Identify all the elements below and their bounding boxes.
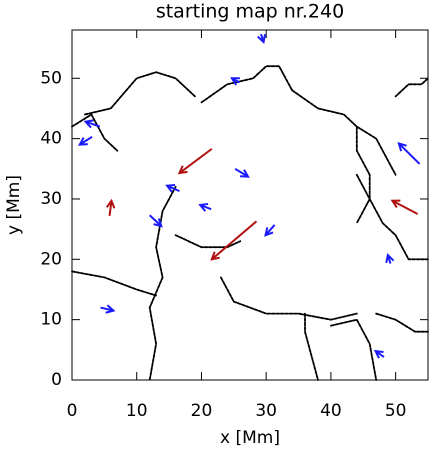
lane <box>304 312 319 381</box>
y-tick-label: 50 <box>40 68 62 88</box>
plot-frame <box>71 29 429 381</box>
arrow <box>198 202 212 212</box>
arrow-part <box>234 167 249 178</box>
arrow-part <box>230 77 240 86</box>
arrow-part <box>79 135 93 146</box>
lane <box>394 77 429 98</box>
y-tick-label: 0 <box>51 370 62 390</box>
chart-title: starting map nr.240 <box>156 1 344 23</box>
arrow-part <box>264 224 276 236</box>
y-tick-label: 40 <box>40 129 62 149</box>
x-tick-label: 30 <box>255 401 277 421</box>
lane <box>355 173 429 261</box>
lane <box>200 65 293 104</box>
lane <box>71 270 157 297</box>
lane <box>375 312 429 333</box>
arrow-part <box>178 148 213 174</box>
arrow-part <box>211 220 258 261</box>
arrow <box>230 77 241 86</box>
arrow <box>257 33 267 45</box>
arrow <box>78 135 93 146</box>
arrow <box>385 253 395 264</box>
arrow-part <box>166 184 180 193</box>
arrow-part <box>385 253 395 264</box>
lane <box>84 71 196 116</box>
x-tick-label: 40 <box>320 401 342 421</box>
arrow <box>177 148 213 175</box>
arrow-part <box>257 34 267 45</box>
arrow <box>105 198 116 216</box>
arrow-part <box>373 349 384 359</box>
arrow-part <box>83 119 94 129</box>
lane <box>174 234 242 249</box>
x-axis-label: x [Mm] <box>220 428 280 448</box>
arrow-part <box>210 251 220 261</box>
arrow <box>264 224 276 237</box>
arrow-part <box>264 227 274 237</box>
arrow-part <box>148 214 163 227</box>
x-tick-label: 50 <box>385 401 407 421</box>
x-tick-label: 0 <box>67 401 78 421</box>
y-tick-label: 30 <box>40 189 62 209</box>
arrow-part <box>105 198 116 209</box>
lane <box>355 125 371 224</box>
arrow-part <box>390 199 401 208</box>
arrow <box>148 214 163 228</box>
arrow-part <box>398 142 421 165</box>
arrow <box>234 167 250 178</box>
arrow-part <box>391 199 419 215</box>
arrow-part <box>105 304 116 314</box>
y-tick-label: 10 <box>40 310 62 330</box>
x-tick-label: 10 <box>126 401 148 421</box>
arrow-part <box>85 120 101 128</box>
arrow-part <box>78 137 88 146</box>
arrow <box>100 304 116 314</box>
arrow-part <box>108 200 113 216</box>
arrow-part <box>240 169 250 178</box>
arrow <box>373 349 385 359</box>
arrow-part <box>165 184 176 193</box>
lane <box>330 318 378 381</box>
arrow <box>165 184 180 193</box>
arrow <box>83 119 101 129</box>
arrow-part <box>397 141 407 152</box>
arrow-part <box>100 306 114 312</box>
arrow <box>390 199 419 215</box>
arrow <box>210 220 258 261</box>
y-tick-label: 20 <box>40 249 62 269</box>
y-axis-label: y [Mm] <box>4 175 24 235</box>
lane <box>148 186 177 381</box>
arrow-part <box>153 218 163 228</box>
arrow-part <box>177 165 188 175</box>
arrow <box>397 141 421 165</box>
lane <box>291 89 397 176</box>
lane <box>220 276 358 321</box>
arrow-part <box>198 202 209 212</box>
x-tick-label: 20 <box>191 401 213 421</box>
